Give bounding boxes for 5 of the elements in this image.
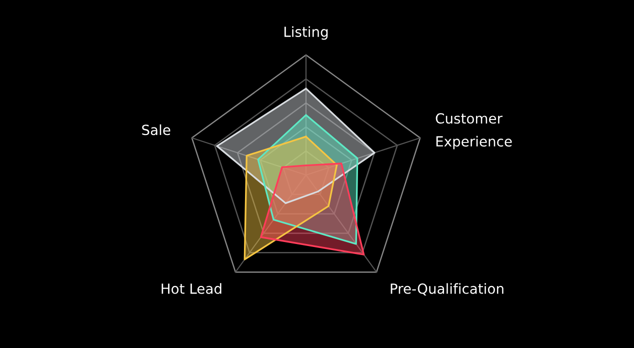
spoke-label: Pre-Qualification (390, 283, 504, 296)
spoke-label: Listing (284, 26, 328, 40)
spoke-label: Hot Lead (162, 283, 222, 294)
spoke-label: Sale (142, 124, 170, 136)
spoke-label: Customer Experience (436, 113, 512, 150)
